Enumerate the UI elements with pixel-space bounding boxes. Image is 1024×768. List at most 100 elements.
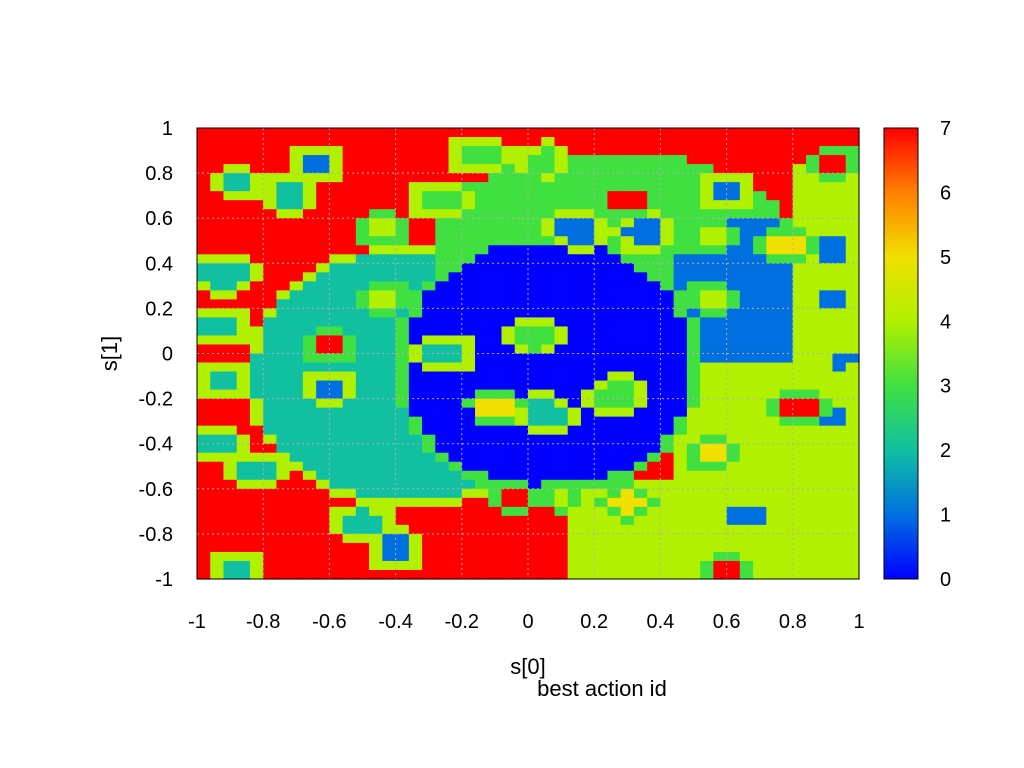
heatmap-cell <box>329 173 344 183</box>
heatmap-cell <box>673 551 688 562</box>
heatmap-cell <box>792 425 807 436</box>
heatmap-cell <box>567 155 582 165</box>
heatmap-cell <box>739 515 754 526</box>
heatmap-cell <box>832 317 847 328</box>
heatmap-cell <box>263 335 278 346</box>
heatmap-cell <box>263 173 278 183</box>
heatmap-cell <box>620 146 635 156</box>
heatmap-cell <box>475 434 489 445</box>
heatmap-cell <box>223 182 238 192</box>
heatmap-cell <box>766 173 781 183</box>
heatmap-cell <box>713 335 728 346</box>
heatmap-cell <box>249 308 264 319</box>
heatmap-cell <box>541 542 556 553</box>
heatmap-cell <box>686 173 701 183</box>
heatmap-cell <box>302 236 317 246</box>
heatmap-cell <box>700 551 714 562</box>
heatmap-cell <box>686 263 701 273</box>
heatmap-cell <box>673 470 688 481</box>
heatmap-cell <box>355 191 370 201</box>
heatmap-cell <box>448 452 463 463</box>
heatmap-cell <box>845 416 860 427</box>
heatmap-cell <box>514 200 529 210</box>
heatmap-cell <box>792 200 807 210</box>
heatmap-cell <box>197 281 211 291</box>
heatmap-cell <box>620 407 635 418</box>
heatmap-cell <box>316 398 330 409</box>
heatmap-cell <box>448 128 463 138</box>
heatmap-cell <box>528 452 542 463</box>
heatmap-cell <box>580 434 595 445</box>
heatmap-cell <box>607 146 622 156</box>
heatmap-cell <box>528 425 542 436</box>
heatmap-cell <box>514 236 529 246</box>
heatmap-cell <box>792 452 807 463</box>
heatmap-cell <box>395 200 410 210</box>
heatmap-cell <box>660 191 675 201</box>
heatmap-cell <box>329 164 344 174</box>
heatmap-cell <box>633 542 648 553</box>
heatmap-cell <box>832 479 847 490</box>
heatmap-cell <box>647 254 661 264</box>
heatmap-cell <box>594 281 609 291</box>
heatmap-cell <box>302 137 317 147</box>
heatmap-cell <box>541 533 556 544</box>
heatmap-cell <box>819 299 834 309</box>
heatmap-cell <box>236 434 251 445</box>
heatmap-cell <box>633 299 648 309</box>
heatmap-cell <box>448 182 463 192</box>
heatmap-cell <box>660 425 675 436</box>
heatmap-cell <box>673 506 688 517</box>
heatmap-cell <box>647 569 661 580</box>
heatmap-cell <box>422 164 436 174</box>
heatmap-cell <box>594 551 609 562</box>
heatmap-cell <box>395 497 410 508</box>
heatmap-cell <box>528 173 542 183</box>
heatmap-cell <box>488 533 503 544</box>
heatmap-cell <box>501 425 516 436</box>
heatmap-cell <box>382 245 397 255</box>
heatmap-cell <box>236 344 251 355</box>
heatmap-cell <box>779 533 794 544</box>
heatmap-cell <box>713 254 728 264</box>
heatmap-cell <box>197 488 211 499</box>
heatmap-cell <box>766 461 781 472</box>
heatmap-cell <box>554 443 569 454</box>
heatmap-cell <box>819 236 834 246</box>
heatmap-cell <box>501 254 516 264</box>
heatmap-cell <box>528 164 542 174</box>
heatmap-cell <box>197 416 211 427</box>
heatmap-cell <box>633 335 648 346</box>
heatmap-cell <box>633 236 648 246</box>
heatmap-cell <box>766 245 781 255</box>
heatmap-cell <box>554 128 569 138</box>
heatmap-cell <box>395 128 410 138</box>
heatmap-cell <box>236 380 251 391</box>
heatmap-cell <box>197 209 211 219</box>
heatmap-cell <box>845 542 860 553</box>
x-tick-label: -0.6 <box>312 611 346 633</box>
heatmap-cell <box>289 425 304 436</box>
heatmap-cell <box>329 317 344 328</box>
heatmap-cell <box>845 452 860 463</box>
heatmap-cell <box>448 434 463 445</box>
heatmap-cell <box>647 398 661 409</box>
heatmap-cell <box>514 506 529 517</box>
heatmap-cell <box>673 416 688 427</box>
heatmap-cell <box>197 254 211 264</box>
heatmap-cell <box>700 353 714 364</box>
heatmap-cell <box>369 524 383 535</box>
heatmap-cell <box>819 425 834 436</box>
heatmap-cell <box>395 479 410 490</box>
heatmap-cell <box>316 281 330 291</box>
heatmap-cell <box>528 506 542 517</box>
heatmap-cell <box>263 407 278 418</box>
heatmap-cell <box>647 452 661 463</box>
heatmap-cell <box>686 371 701 382</box>
heatmap-cell <box>806 488 820 499</box>
heatmap-cell <box>726 218 741 228</box>
heatmap-cell <box>580 398 595 409</box>
heatmap-cell <box>554 452 569 463</box>
heatmap-cell <box>845 281 860 291</box>
heatmap-cell <box>302 173 317 183</box>
